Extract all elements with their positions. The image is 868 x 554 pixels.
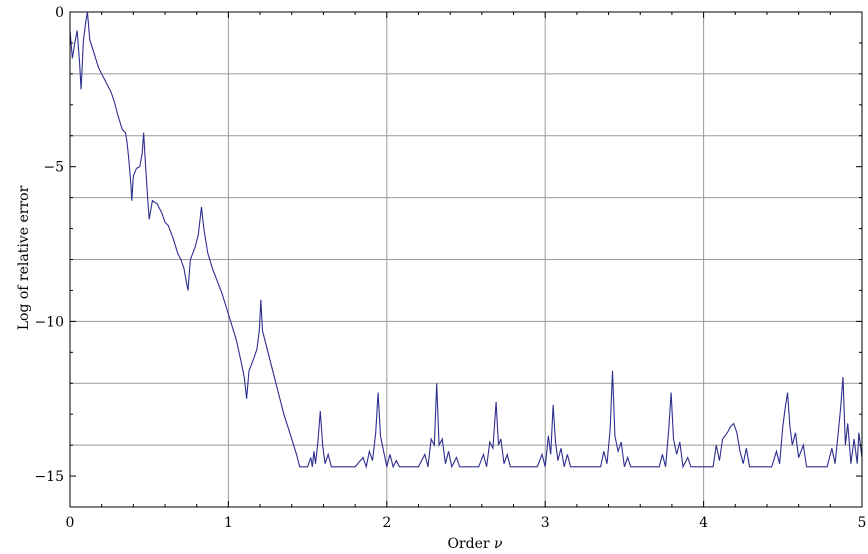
x-tick-label-3: 3 bbox=[541, 515, 550, 531]
y-tick-label-0: 0 bbox=[55, 5, 64, 21]
series-line bbox=[69, 11, 863, 469]
y-tick-label-2: −10 bbox=[34, 314, 64, 330]
x-tick-label-4: 4 bbox=[699, 515, 708, 531]
x-tick-label-5: 5 bbox=[858, 515, 867, 531]
x-tick-label-1: 1 bbox=[224, 515, 233, 531]
y-tick-label-3: −15 bbox=[34, 469, 64, 485]
axis-ticks bbox=[69, 11, 863, 507]
gridlines bbox=[70, 12, 862, 507]
x-axis-label-symbol: ν bbox=[494, 536, 503, 552]
y-axis-label: Log of relative error bbox=[16, 185, 32, 330]
x-tick-label-0: 0 bbox=[66, 515, 75, 531]
tick-labels: 0 1 2 3 4 5 0 −5 −10 −15 bbox=[34, 5, 866, 531]
x-axis-label: Order ν bbox=[447, 536, 503, 552]
y-tick-label-1: −5 bbox=[43, 160, 64, 176]
x-tick-label-2: 2 bbox=[382, 515, 391, 531]
